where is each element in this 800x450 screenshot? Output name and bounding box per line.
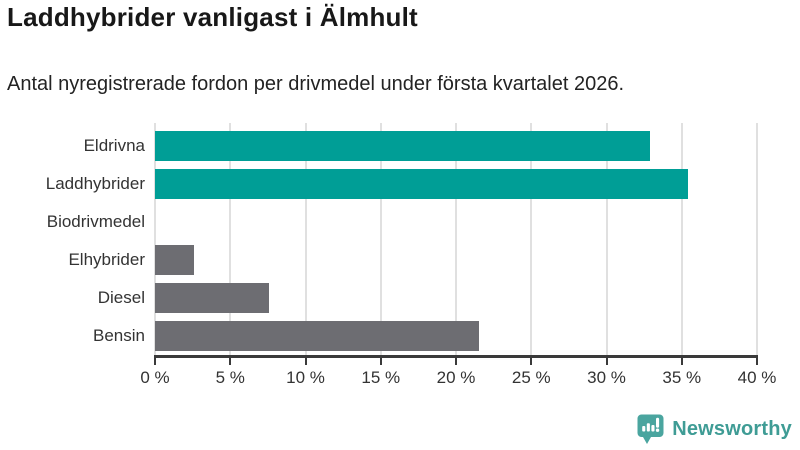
chart-title: Laddhybrider vanligast i Älmhult bbox=[7, 2, 418, 32]
x-tick-label-15: 15 % bbox=[361, 368, 401, 387]
x-tick-label-35: 35 % bbox=[662, 368, 702, 387]
bar-chart-plot-area bbox=[154, 123, 758, 357]
category-label-laddhybrider: Laddhybrider bbox=[45, 174, 145, 193]
category-label-elhybrider: Elhybrider bbox=[68, 250, 145, 269]
gridline-35 bbox=[680, 123, 683, 357]
category-label-diesel: Diesel bbox=[97, 288, 145, 307]
x-tick-label-5: 5 % bbox=[215, 368, 245, 387]
x-tick-10 bbox=[304, 358, 307, 365]
newsworthy-logo-text: Newsworthy bbox=[672, 418, 792, 440]
bar-elhybrider bbox=[155, 245, 195, 275]
x-tick-30 bbox=[605, 358, 608, 365]
category-label-eldrivna: Eldrivna bbox=[83, 136, 145, 155]
gridline-30 bbox=[605, 123, 608, 357]
x-axis-line bbox=[154, 355, 758, 358]
x-tick-label-20: 20 % bbox=[436, 368, 476, 387]
x-axis: 0 % 5 % 10 % 15 % 20 % 25 % 30 % 35 % 40 % bbox=[140, 355, 776, 400]
gridline-40 bbox=[756, 123, 758, 357]
gridline-0 bbox=[154, 123, 156, 357]
x-tick-label-10: 10 % bbox=[286, 368, 325, 387]
bar-laddhybrider bbox=[155, 169, 688, 199]
bar-diesel bbox=[155, 283, 270, 313]
gridline-5 bbox=[229, 123, 232, 357]
x-tick-25 bbox=[530, 358, 533, 365]
x-tick-5 bbox=[229, 358, 232, 365]
x-tick-label-25: 25 % bbox=[511, 368, 551, 387]
x-tick-label-40: 40 % bbox=[737, 368, 777, 387]
bar-eldrivna bbox=[155, 131, 651, 161]
gridline-15 bbox=[379, 123, 382, 357]
gridline-10 bbox=[304, 123, 307, 357]
x-tick-label-30: 30 % bbox=[587, 368, 626, 387]
x-tick-label-0: 0 % bbox=[140, 368, 170, 387]
chart-subtitle: Antal nyregistrerade fordon per drivmede… bbox=[7, 73, 625, 95]
x-tick-20 bbox=[455, 358, 457, 365]
gridline-20 bbox=[455, 123, 457, 357]
category-label-bensin: Bensin bbox=[93, 326, 145, 345]
bar-bensin bbox=[155, 321, 479, 351]
x-tick-0 bbox=[154, 358, 156, 365]
newsworthy-branding: Newsworthy bbox=[637, 414, 792, 445]
gridline-25 bbox=[530, 123, 533, 357]
y-axis-category-labels: Eldrivna Laddhybrider Biodrivmedel Elhybrid… bbox=[0, 123, 145, 357]
x-tick-35 bbox=[680, 358, 683, 365]
x-tick-15 bbox=[379, 358, 382, 365]
x-tick-40 bbox=[756, 358, 758, 365]
category-label-biodrivmedel: Biodrivmedel bbox=[46, 212, 145, 231]
newsworthy-logo-icon bbox=[637, 414, 664, 444]
